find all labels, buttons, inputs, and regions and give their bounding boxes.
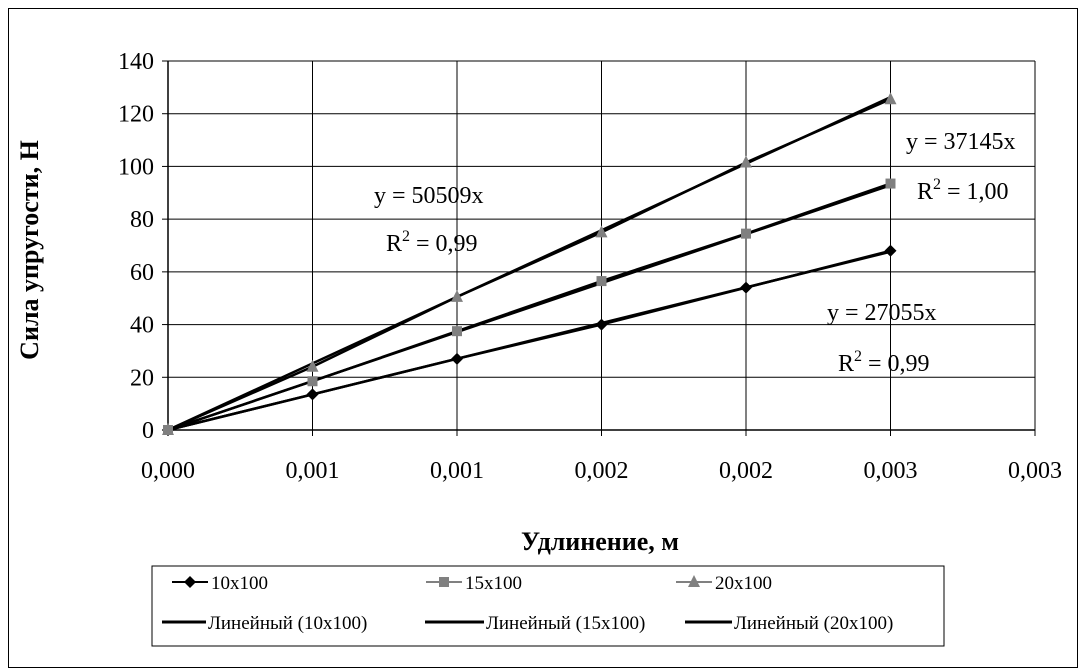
diamond-icon: [184, 576, 196, 588]
point-10x100: [595, 318, 608, 331]
point-20x100: [884, 92, 897, 105]
legend-label-trend-20x100: Линейный (20x100): [734, 613, 893, 634]
point-15x100: [885, 178, 896, 189]
legend-label-trend-10x100: Линейный (10x100): [208, 613, 367, 634]
point-15x100: [307, 376, 318, 387]
triangle-icon: [688, 575, 700, 587]
x-tick-label: 0,003: [1008, 458, 1062, 484]
axes: [162, 60, 1036, 436]
point-20x100: [740, 155, 752, 168]
x-tick-label: 0,002: [575, 458, 629, 484]
legend-label-10x100: 10x100: [211, 573, 268, 594]
trend-r2-10x100: R2 = 0,99: [838, 348, 930, 377]
point-15x100: [596, 276, 607, 287]
legend-label-20x100: 20x100: [715, 573, 772, 594]
y-axis-title: Сила упругости, Н: [15, 140, 44, 360]
point-10x100: [740, 281, 752, 294]
legend-item-trend-15x100: Линейный (15x100): [425, 613, 645, 634]
point-20x100: [162, 423, 174, 435]
y-tick-label: 80: [130, 207, 154, 233]
tick-labels: 0,000 0,001 0,001 0,002 0,002 0,003 0,003 0 20 40…: [118, 49, 1062, 484]
x-axis-title: Удлинение, м: [521, 527, 679, 556]
x-tick-label: 0,003: [864, 458, 918, 484]
point-10x100: [451, 352, 463, 365]
square-icon: [439, 577, 449, 587]
legend-item-10x100: 10x100: [172, 573, 268, 594]
trendline-15x100: [167, 184, 891, 432]
y-tick-label: 140: [118, 49, 154, 75]
point-20x100: [306, 359, 319, 372]
y-tick-label: 40: [130, 313, 154, 339]
point-15x100: [741, 228, 751, 239]
y-tick-label: 20: [130, 365, 154, 391]
point-20x100: [595, 225, 608, 238]
point-10x100: [884, 244, 897, 257]
point-15x100: [452, 326, 462, 337]
series-lines: [167, 96, 892, 432]
trend-equation-15x100: y = 37145x: [906, 129, 1016, 155]
point-10x100: [306, 388, 319, 401]
legend-item-15x100: 15x100: [426, 573, 522, 594]
x-tick-label: 0,002: [719, 458, 773, 484]
legend-item-20x100: 20x100: [676, 573, 772, 594]
legend: 10x100 15x100 20x100 Линейный (10x100) Л…: [151, 565, 945, 647]
y-tick-label: 0: [142, 418, 154, 444]
x-tick-label: 0,000: [141, 458, 195, 484]
y-tick-label: 100: [118, 154, 154, 180]
y-tick-label: 60: [130, 260, 154, 286]
legend-box: [151, 565, 945, 647]
x-tick-label: 0,001: [430, 458, 484, 484]
x-tick-label: 0,001: [286, 458, 340, 484]
trend-r2-20x100: R2 = 0,99: [386, 228, 478, 257]
legend-label-trend-15x100: Линейный (15x100): [486, 613, 645, 634]
y-tick-label: 120: [118, 102, 154, 128]
trendline-20x100: [167, 96, 892, 432]
trend-equation-20x100: y = 50509x: [374, 183, 484, 209]
trend-equation-10x100: y = 27055x: [827, 300, 937, 326]
legend-item-trend-10x100: Линейный (10x100): [162, 613, 367, 634]
trend-r2-15x100: R2 = 1,00: [917, 176, 1009, 205]
series-markers: [162, 92, 897, 436]
trendline-10x100: [167, 250, 891, 432]
point-20x100: [451, 289, 463, 302]
legend-label-15x100: 15x100: [465, 573, 522, 594]
legend-item-trend-20x100: Линейный (20x100): [685, 613, 893, 634]
